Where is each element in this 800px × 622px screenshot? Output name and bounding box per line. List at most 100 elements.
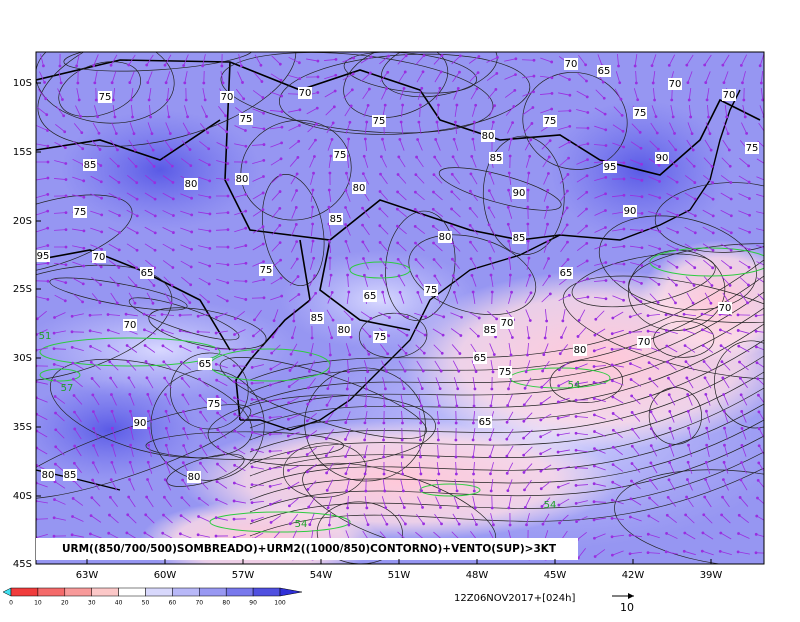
wind-arrowhead <box>217 429 219 431</box>
contour-label: 65 <box>474 353 487 364</box>
contour-label: 51 <box>39 331 52 342</box>
wind-arrowhead <box>263 144 265 146</box>
wind-arrowhead <box>567 259 569 261</box>
wind-arrowhead <box>423 352 425 354</box>
wind-arrowhead <box>111 461 113 463</box>
wind-arrowhead <box>557 434 559 436</box>
wind-arrowhead <box>415 174 417 176</box>
wind-arrowhead <box>476 88 478 90</box>
wind-arrowhead <box>472 456 474 458</box>
lon-label: 48W <box>466 570 489 581</box>
wind-arrowhead <box>602 81 604 83</box>
wind-arrowhead <box>110 479 112 481</box>
wind-arrowhead <box>402 104 404 106</box>
wind-arrowhead <box>511 337 513 339</box>
colorbar-label: 50 <box>142 600 150 607</box>
wind-arrowhead <box>345 473 347 475</box>
wind-arrowhead <box>72 378 74 380</box>
wind-arrowhead <box>234 464 236 466</box>
wind-arrowhead <box>737 314 739 316</box>
wind-arrowhead <box>558 369 560 371</box>
wind-arrowhead <box>527 206 529 208</box>
wind-arrowhead <box>507 206 509 208</box>
colorbar-cell <box>38 588 65 596</box>
wind-arrowhead <box>414 208 416 210</box>
wind-arrowhead <box>547 173 549 175</box>
wind-arrowhead <box>152 149 154 151</box>
wind-arrowhead <box>438 473 440 475</box>
wind-arrowhead <box>623 299 625 301</box>
wind-arrowhead <box>586 225 588 227</box>
wind-arrowhead <box>379 191 381 193</box>
wind-arrowhead <box>758 411 760 413</box>
wind-arrowhead <box>686 479 688 481</box>
wind-arrowhead <box>659 231 661 233</box>
wind-arrowhead <box>704 496 706 498</box>
wind-arrowhead <box>603 97 605 99</box>
wind-arrowhead <box>145 361 147 363</box>
wind-arrowhead <box>82 148 84 150</box>
wind-arrowhead <box>386 88 388 90</box>
wind-arrowhead <box>618 65 620 67</box>
wind-arrowhead <box>252 335 254 337</box>
wind-arrowhead <box>706 99 708 101</box>
wind-arrowhead <box>227 195 229 197</box>
wind-arrowhead <box>379 225 381 227</box>
wind-arrowhead <box>147 410 149 412</box>
wind-arrowhead <box>436 121 438 123</box>
wind-arrowhead <box>551 108 553 110</box>
wind-arrowhead <box>605 176 607 178</box>
wind-arrowhead <box>551 92 553 94</box>
wind-arrowhead <box>291 337 293 339</box>
wind-arrowhead <box>398 275 400 277</box>
contour-label: 65 <box>199 359 212 370</box>
wind-arrowhead <box>669 427 671 429</box>
wind-arrowhead <box>747 284 749 286</box>
wind-arrowhead <box>605 262 607 264</box>
wind-arrowhead <box>180 345 182 347</box>
contour-label: 65 <box>141 268 154 279</box>
wind-arrowhead <box>414 225 416 227</box>
wind-arrowhead <box>226 300 228 302</box>
wind-arrowhead <box>667 361 669 363</box>
wind-arrowhead <box>493 354 495 356</box>
wind-arrowhead <box>637 99 639 101</box>
wind-arrowhead <box>53 348 55 350</box>
wind-arrowhead <box>723 444 725 446</box>
wind-arrowhead <box>766 265 768 267</box>
contour-label: 70 <box>124 320 137 331</box>
wind-arrowhead <box>640 147 642 149</box>
wind-arrowhead <box>129 479 131 481</box>
wind-arrowhead <box>547 189 549 191</box>
wind-arrowhead <box>206 115 208 117</box>
wind-arrowhead <box>586 191 588 193</box>
wind-arrowhead <box>439 388 441 390</box>
wind-arrowhead <box>437 456 439 458</box>
wind-arrowhead <box>279 207 281 209</box>
wind-arrowhead <box>269 433 271 435</box>
contour-label: 90 <box>656 153 669 164</box>
wind-arrowhead <box>64 300 66 302</box>
wind-arrowhead <box>668 64 670 66</box>
wind-arrowhead <box>288 505 290 507</box>
wind-arrowhead <box>593 350 595 352</box>
wind-arrowhead <box>720 345 722 347</box>
wind-arrowhead <box>172 198 174 200</box>
wind-arrowhead <box>298 124 300 126</box>
wind-arrowhead <box>136 267 138 269</box>
wind-arrowhead <box>455 422 457 424</box>
wind-arrowhead <box>233 397 235 399</box>
wind-arrowhead <box>442 334 444 336</box>
wind-arrowhead <box>262 243 264 245</box>
wind-arrowhead <box>585 64 587 66</box>
wind-arrowhead <box>369 72 371 74</box>
lon-label: 57W <box>232 570 255 581</box>
wind-arrowhead <box>380 173 382 175</box>
wind-arrowhead <box>587 127 589 129</box>
wind-arrowhead <box>65 264 67 266</box>
wind-arrowhead <box>475 371 477 373</box>
wind-arrowhead <box>362 241 364 243</box>
wind-arrowhead <box>540 470 542 472</box>
wind-arrowhead <box>595 318 597 320</box>
wind-arrowhead <box>306 420 308 422</box>
